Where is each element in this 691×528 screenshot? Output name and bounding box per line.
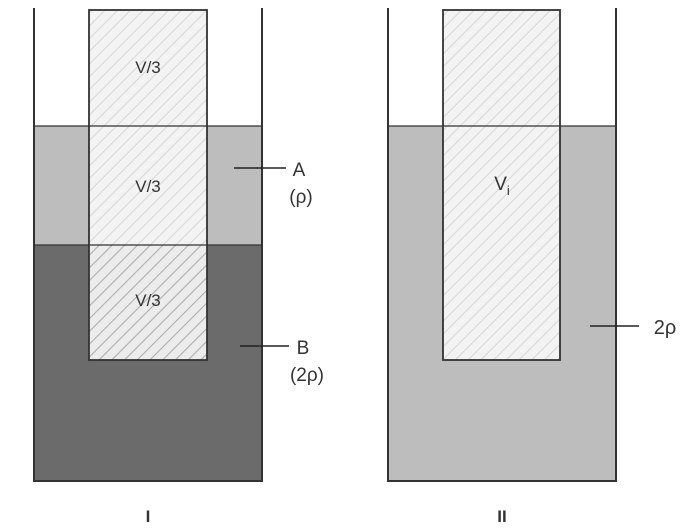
figure-1-caption: I [146,507,151,526]
liquid-a-density: (ρ) [289,187,312,208]
container-2-walls [387,8,617,482]
block-2-outline [442,9,561,361]
block-1-outline [88,9,208,361]
immersed-volume-label: Vi [494,174,510,198]
liquid-b-density: (2ρ) [290,365,324,386]
immersed-volume-subscript: i [507,183,510,198]
container-1-walls [33,8,263,482]
liquid-2rho-density: 2ρ [654,317,677,339]
liquid-b-name: B [297,338,310,359]
figure-2-caption: II [497,507,506,526]
liquid-a-name: A [293,160,306,181]
floating-block-2: Vi [442,9,561,361]
floating-block-1: V/3 V/3 V/3 [88,9,208,361]
container-1: V/3 V/3 V/3 A (ρ) B (2ρ) I [33,8,324,526]
container-2: Vi 2ρ II [387,8,677,526]
block-middle-label: V/3 [135,177,161,196]
block-upper-label: V/3 [135,58,161,77]
block-lower-label: V/3 [135,291,161,310]
